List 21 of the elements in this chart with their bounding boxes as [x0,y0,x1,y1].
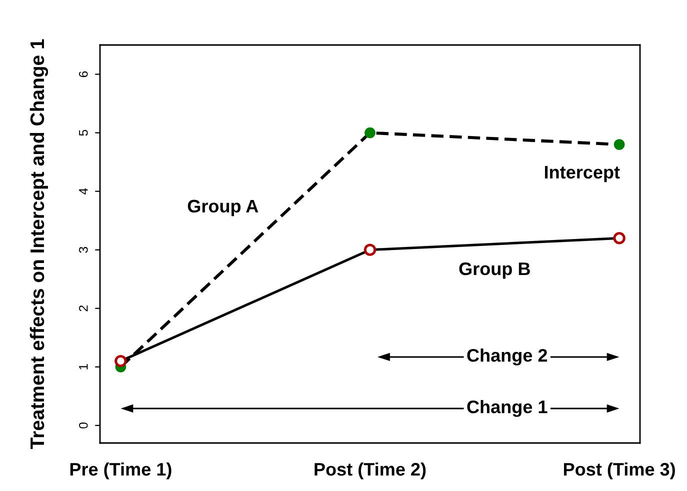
y-tick-label: 1 [79,364,88,370]
y-tick-label: 2 [78,306,88,312]
point [613,232,626,244]
x-tick-label: Post (Time 3) [564,462,675,480]
y-tick-label: 6 [78,71,88,78]
y-tick-label: 3 [78,246,88,253]
point [364,127,376,138]
x-tick-label: Pre (Time 1) [70,462,172,480]
y-tick-label: 0 [78,422,88,428]
point [114,354,127,368]
y-tick-label: 5 [79,130,88,136]
annotation: Change 1 [467,400,548,417]
point [364,244,376,256]
series-label: Group A [188,200,258,216]
point [614,139,625,150]
annotation: Change 2 [467,348,548,366]
x-tick-label: Post (Time 2) [314,462,426,480]
y-tick-label: 4 [79,188,88,195]
series-label: Group B [459,262,530,279]
y-axis-title: Treatment effects on Intercept and Change 1 [30,39,48,450]
annotation: Intercept [544,166,620,182]
